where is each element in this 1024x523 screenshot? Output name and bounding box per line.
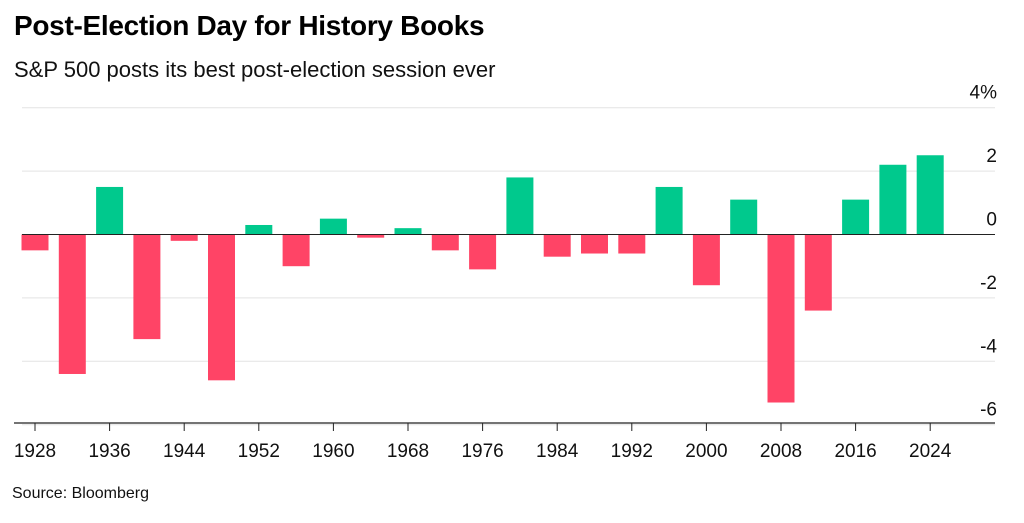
bar xyxy=(58,234,86,374)
bar xyxy=(170,234,198,241)
x-tick-label: 1992 xyxy=(611,441,653,462)
bar xyxy=(767,234,795,403)
x-tick-label: 1928 xyxy=(14,441,56,462)
bar xyxy=(357,234,385,238)
bar xyxy=(96,186,124,235)
bar xyxy=(245,224,273,235)
bar xyxy=(133,234,161,340)
x-tick-label: 1936 xyxy=(88,441,130,462)
x-tick-label: 2000 xyxy=(685,441,727,462)
bar xyxy=(506,177,534,235)
bar xyxy=(879,164,907,235)
chart-subtitle: S&P 500 posts its best post-election ses… xyxy=(14,57,496,82)
bar xyxy=(394,228,422,235)
bar xyxy=(208,234,235,381)
x-tick-label: 2016 xyxy=(834,441,876,462)
x-tick-label: 2008 xyxy=(760,441,802,462)
bar xyxy=(655,186,683,235)
y-tick-label: 2 xyxy=(986,146,997,167)
bar xyxy=(692,234,720,286)
x-tick-label: 1960 xyxy=(312,441,354,462)
chart-title: Post-Election Day for History Books xyxy=(14,10,485,41)
y-tick-label: 0 xyxy=(986,210,997,231)
bar xyxy=(319,218,347,235)
y-tick-label: 4% xyxy=(970,83,998,104)
bar xyxy=(21,234,49,251)
y-tick-label: -2 xyxy=(980,273,997,294)
y-tick-label: -6 xyxy=(980,400,997,421)
bar xyxy=(282,234,310,267)
y-tick-label: -4 xyxy=(980,336,997,357)
x-tick-label: 1984 xyxy=(536,441,579,462)
x-tick-label: 1952 xyxy=(238,441,280,462)
bar xyxy=(469,234,497,270)
bar xyxy=(730,199,758,235)
bars xyxy=(21,155,944,403)
bar xyxy=(842,199,870,235)
bar xyxy=(581,234,608,254)
bar xyxy=(543,234,571,257)
source-note: Source: Bloomberg xyxy=(12,485,149,502)
gridlines xyxy=(22,107,995,426)
bar xyxy=(618,234,646,254)
bar xyxy=(804,234,832,311)
bar xyxy=(916,155,944,235)
axes: 4% 2 0 -2 -4 -6 1928 1936 1944 1952 1960 1968 1976 19… xyxy=(14,83,998,462)
x-tick-label: 2024 xyxy=(909,441,952,462)
x-tick-label: 1976 xyxy=(461,441,503,462)
bar-chart: 4% 2 0 -2 -4 -6 1928 1936 1944 1952 1960 1968 1976 19… xyxy=(14,83,998,462)
x-tick-label: 1944 xyxy=(163,441,206,462)
bar xyxy=(431,234,459,251)
x-tick-label: 1968 xyxy=(387,441,429,462)
